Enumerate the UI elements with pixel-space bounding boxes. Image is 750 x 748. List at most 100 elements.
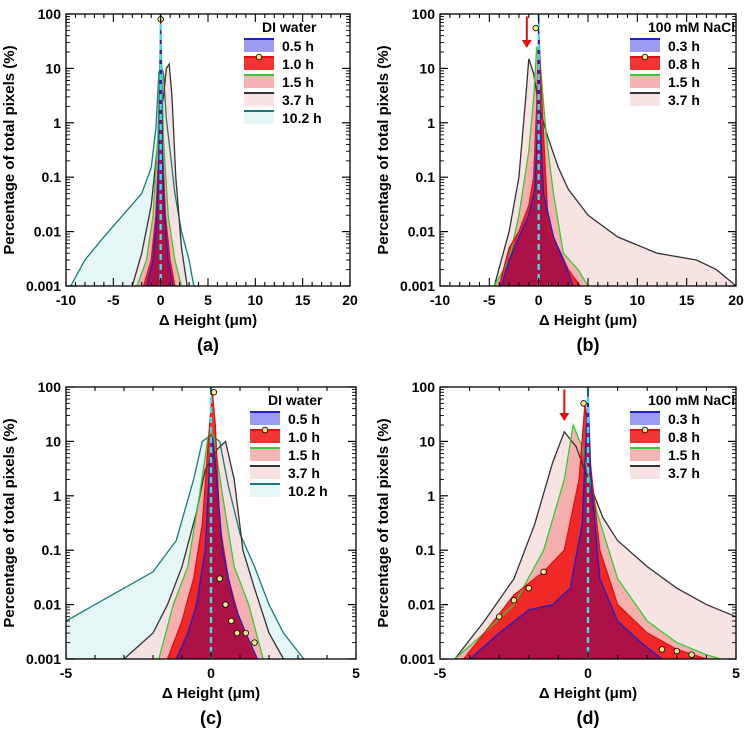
marker-point — [532, 24, 539, 32]
legend: DI water 0.5 h 1.0 h 1.5 h 3.7 h 10.2 h — [244, 19, 322, 126]
x-tick-label: -5 — [483, 292, 496, 308]
legend-swatch — [244, 93, 274, 106]
y-axis-label: Percentage of total pixels (%) — [375, 45, 392, 254]
legend-label: 3.7 h — [668, 465, 700, 481]
y-tick-label: 0.01 — [34, 224, 61, 240]
line-3_7h — [131, 62, 188, 286]
line-10_2h — [66, 434, 305, 659]
legend-label: 3.7 h — [668, 92, 700, 108]
y-tick-label: 100 — [38, 6, 62, 22]
panel-c: 0.001 0.01 0.1 1 10 100 -5 0 5 Δ Height (μm) Perce… — [1, 379, 360, 728]
marker-point — [688, 651, 695, 658]
marker-point — [540, 568, 547, 576]
legend: 100 mM NaCl 0.3 h 0.8 h 1.5 h 3.7 h — [630, 392, 735, 481]
x-tick-label: 15 — [295, 292, 311, 308]
legend-swatch — [630, 466, 660, 479]
plot-area — [454, 387, 736, 659]
legend-label: 0.3 h — [668, 411, 700, 427]
y-tick-label: 0.1 — [42, 542, 62, 558]
legend-label: 1.5 h — [668, 74, 700, 90]
legend-swatch — [250, 484, 280, 497]
y-tick-label: 10 — [45, 60, 61, 76]
y-tick-label: 1 — [427, 115, 435, 131]
x-axis-label: Δ Height (μm) — [539, 685, 637, 702]
legend-label: 0.8 h — [668, 56, 700, 72]
marker-point — [658, 646, 666, 653]
x-tick-label: -10 — [56, 292, 76, 308]
y-tick-label: 0.1 — [42, 169, 62, 185]
legend-title: 100 mM NaCl — [648, 392, 735, 408]
legend: 100 mM NaCl 0.3 h 0.8 h 1.5 h 3.7 h — [630, 19, 735, 108]
y-axis-label: Percentage of total pixels (%) — [375, 418, 392, 627]
legend-label: 10.2 h — [282, 110, 322, 126]
x-tick-label: -5 — [434, 665, 447, 681]
marker-point — [228, 617, 235, 625]
legend-swatch — [630, 39, 660, 52]
x-tick-label: 5 — [204, 292, 212, 308]
legend-swatch — [630, 412, 660, 425]
line-3_7h — [493, 58, 736, 286]
x-axis-label: Δ Height (μm) — [539, 312, 637, 329]
x-tick-label: 5 — [732, 665, 740, 681]
x-tick-label: 5 — [352, 665, 360, 681]
line-3_7h — [454, 430, 736, 659]
x-axis-label: Δ Height (μm) — [159, 312, 257, 329]
legend-swatch — [244, 111, 274, 124]
y-axis-label: Percentage of total pixels (%) — [1, 418, 18, 627]
legend-swatch — [630, 430, 660, 443]
panel-label: (b) — [577, 335, 600, 355]
marker-point — [210, 389, 218, 396]
marker-point — [673, 647, 680, 655]
legend-swatch — [630, 75, 660, 88]
line-0_5h — [145, 30, 174, 286]
panel-label: (d) — [577, 708, 600, 728]
y-tick-label: 0.1 — [416, 542, 436, 558]
y-tick-label: 10 — [419, 60, 435, 76]
legend-swatch — [630, 57, 660, 70]
panel-b: 0.001 0.01 0.1 1 10 100 -10 -5 0 5 10 15 20 Δ Height … — [375, 6, 744, 355]
line-0_5h — [175, 437, 258, 659]
area-0_3h — [469, 392, 662, 659]
x-tick-label: 0 — [207, 665, 215, 681]
legend-label: 0.5 h — [288, 411, 320, 427]
x-tick-label: 5 — [584, 292, 592, 308]
legend-swatch — [244, 75, 274, 88]
marker-point — [222, 601, 229, 608]
legend-title: 100 mM NaCl — [648, 19, 735, 35]
legend-label: 1.5 h — [668, 447, 700, 463]
x-tick-label: 15 — [679, 292, 695, 308]
legend-label: 3.7 h — [288, 465, 320, 481]
area-0_5h — [176, 437, 258, 659]
legend-swatch — [250, 412, 280, 425]
marker-point — [251, 639, 258, 646]
legend-label: 0.8 h — [668, 429, 700, 445]
marker-point — [580, 400, 587, 407]
x-tick-label: 20 — [728, 292, 744, 308]
legend-swatch — [244, 39, 274, 52]
legend-label: 3.7 h — [282, 92, 314, 108]
panel-a: 0.001 0.01 0.1 1 10 100 -10 -5 0 5 10 15 20 Δ Height … — [1, 6, 358, 355]
arrow-head — [559, 413, 570, 422]
y-tick-label: 100 — [412, 6, 436, 22]
y-tick-label: 10 — [419, 433, 435, 449]
plot-area — [70, 14, 195, 286]
line-0_3h — [469, 392, 663, 659]
legend-swatch — [244, 57, 274, 70]
y-tick-label: 0.001 — [26, 278, 61, 294]
marker-point — [233, 629, 241, 637]
legend-label: 1.0 h — [282, 56, 314, 72]
legend-swatch — [250, 448, 280, 461]
y-tick-label: 1 — [427, 488, 435, 504]
x-tick-label: 0 — [535, 292, 543, 308]
y-tick-label: 10 — [45, 433, 61, 449]
y-tick-label: 0.001 — [26, 651, 61, 667]
x-tick-label: 0 — [584, 665, 592, 681]
y-tick-label: 0.01 — [34, 597, 61, 613]
marker-point — [242, 629, 249, 637]
legend-label: 1.5 h — [282, 74, 314, 90]
legend-swatch — [250, 466, 280, 479]
legend-label: 1.5 h — [288, 447, 320, 463]
x-axis-label: Δ Height (μm) — [162, 685, 260, 702]
y-tick-label: 1 — [53, 115, 61, 131]
marker-point — [510, 597, 518, 604]
